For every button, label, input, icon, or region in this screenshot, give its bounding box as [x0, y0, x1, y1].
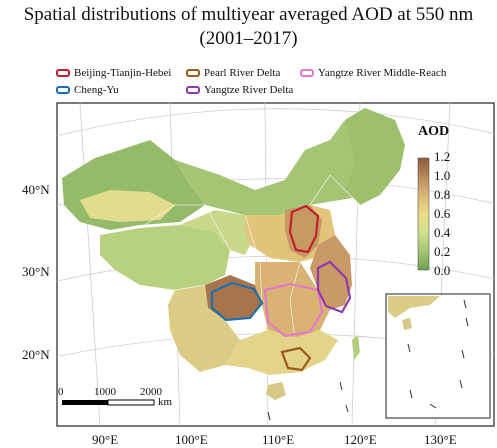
region-cheng-yu [210, 281, 264, 322]
legend-swatch [56, 69, 70, 78]
map-title: Spatial distributions of multiyear avera… [23, 4, 474, 25]
scale-tick: 1000 [94, 386, 116, 398]
colorbar [417, 157, 430, 271]
colorbar-tick: 0.8 [434, 187, 451, 202]
inset-coastline [388, 296, 440, 318]
scale-bar-black [62, 400, 108, 405]
legend-item-yangtze-river-delta: Yangtze River Delta [186, 84, 293, 97]
region-yangtze-middle-reach [263, 282, 324, 338]
south-china-sea-dashes [267, 381, 349, 421]
longitude-label: 110°E [262, 432, 295, 447]
scale-tick: 0 [58, 386, 64, 398]
inset-dashes [407, 299, 469, 409]
latitude-label: 30°N [22, 264, 50, 279]
latitude-label: 20°N [22, 347, 50, 362]
legend-item-yangtze-middle-reach: Yangtze River Middle-Reach [300, 67, 446, 80]
region-yangtze-river-delta [316, 260, 352, 314]
colorbar-tick: 0.0 [434, 263, 451, 278]
longitude-label: 100°E [175, 432, 208, 447]
south-china-sea-inset [385, 293, 491, 419]
legend-swatch [300, 69, 314, 78]
province-boundaries [139, 174, 361, 339]
legend-swatch [186, 86, 200, 95]
region-pearl-river-delta [280, 346, 312, 372]
legend-item-cheng-yu: Cheng-Yu [56, 84, 119, 97]
colorbar-title: AOD [418, 124, 450, 139]
legend-swatch [56, 86, 70, 95]
colorbar-tick: 0.6 [434, 206, 451, 221]
legend-item-pearl-river-delta: Pearl River Delta [186, 67, 280, 80]
colorbar-tick: 0.4 [434, 225, 451, 240]
longitude-label: 130°E [424, 432, 457, 447]
colorbar-tick: 1.2 [434, 149, 451, 164]
scale-tick: 2000 [140, 386, 162, 398]
legend-swatch [186, 69, 200, 78]
longitude-label: 120°E [344, 432, 377, 447]
inset-hainan [402, 318, 412, 330]
legend-item-beijing-tianjin-hebei: Beijing-Tianjin-Hebei [56, 67, 171, 80]
colorbar-tick: 0.2 [434, 244, 451, 259]
region-beijing-tianjin-hebei [288, 204, 320, 254]
colorbar-tick: 1.0 [434, 168, 451, 183]
longitude-label: 90°E [92, 432, 119, 447]
latitude-label: 40°N [22, 182, 50, 197]
scale-bar-white [107, 399, 155, 406]
map-subtitle: (2001–2017) [199, 28, 298, 49]
scale-unit: km [158, 396, 173, 408]
